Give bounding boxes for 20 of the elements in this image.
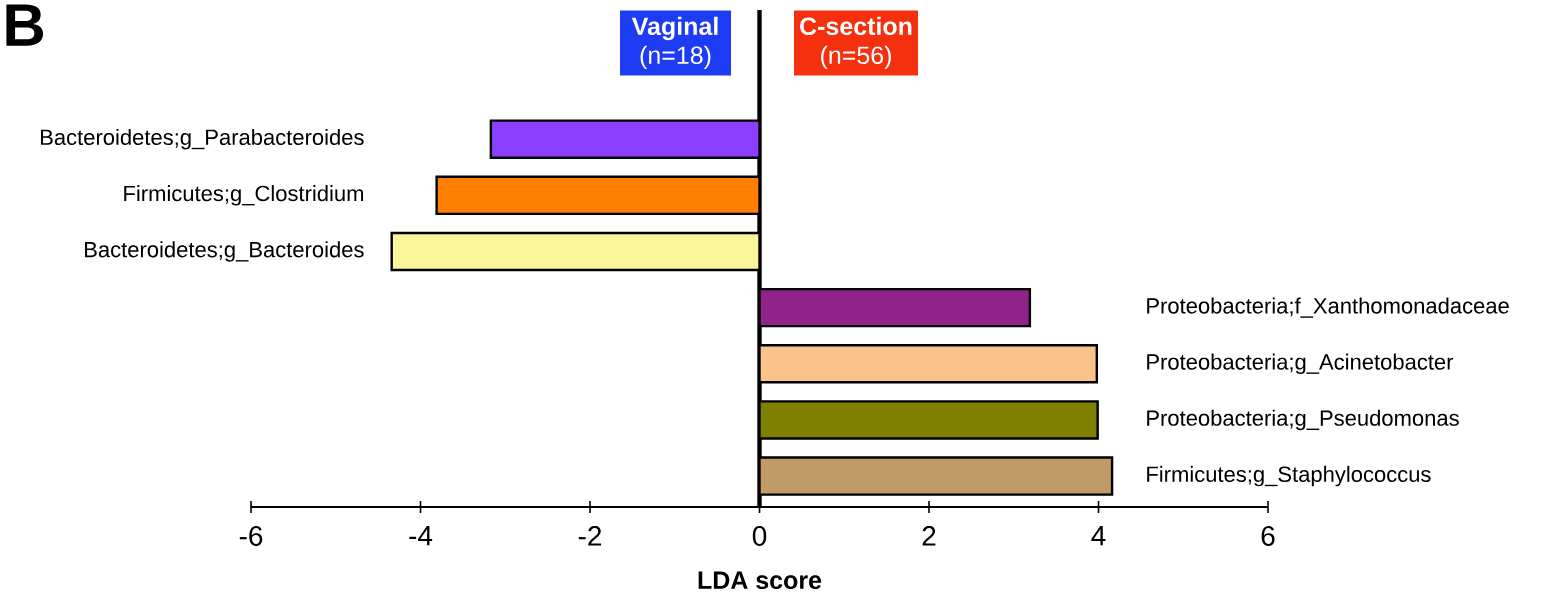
x-tick-label: -2 bbox=[578, 526, 602, 546]
y-tick-label: Proteobacteria;g_Pseudomonas bbox=[1147, 409, 1459, 431]
text: Vaginal bbox=[631, 16, 718, 41]
y-tick-label: Bacteroidetes;g_Bacteroides bbox=[85, 241, 364, 262]
text: (n=18) bbox=[640, 45, 711, 70]
y-tick-label: Firmicutes;g_Clostridium bbox=[124, 185, 364, 206]
x-tick-label: 4 bbox=[1091, 526, 1106, 546]
x-tick-label: -4 bbox=[409, 526, 433, 546]
y-tick-label: Bacteroidetes;g_Parabacteroides bbox=[41, 128, 364, 150]
text: C-section bbox=[800, 16, 912, 36]
y-tick-label: Proteobacteria;f_Xanthomonadaceae bbox=[1147, 297, 1509, 318]
x-tick-label: 2 bbox=[922, 526, 936, 546]
text: B bbox=[6, 4, 44, 46]
x-tick-label: 0 bbox=[752, 526, 767, 546]
y-tick-label: Firmicutes;g_Staphylococcus bbox=[1147, 465, 1431, 487]
x-tick-label: -6 bbox=[239, 526, 263, 546]
y-tick-label: Proteobacteria;g_Acinetobacter bbox=[1147, 353, 1454, 375]
text: (n=56) bbox=[821, 45, 891, 70]
x-axis-title: LDA score bbox=[698, 571, 822, 590]
x-tick-label: 6 bbox=[1261, 526, 1275, 546]
